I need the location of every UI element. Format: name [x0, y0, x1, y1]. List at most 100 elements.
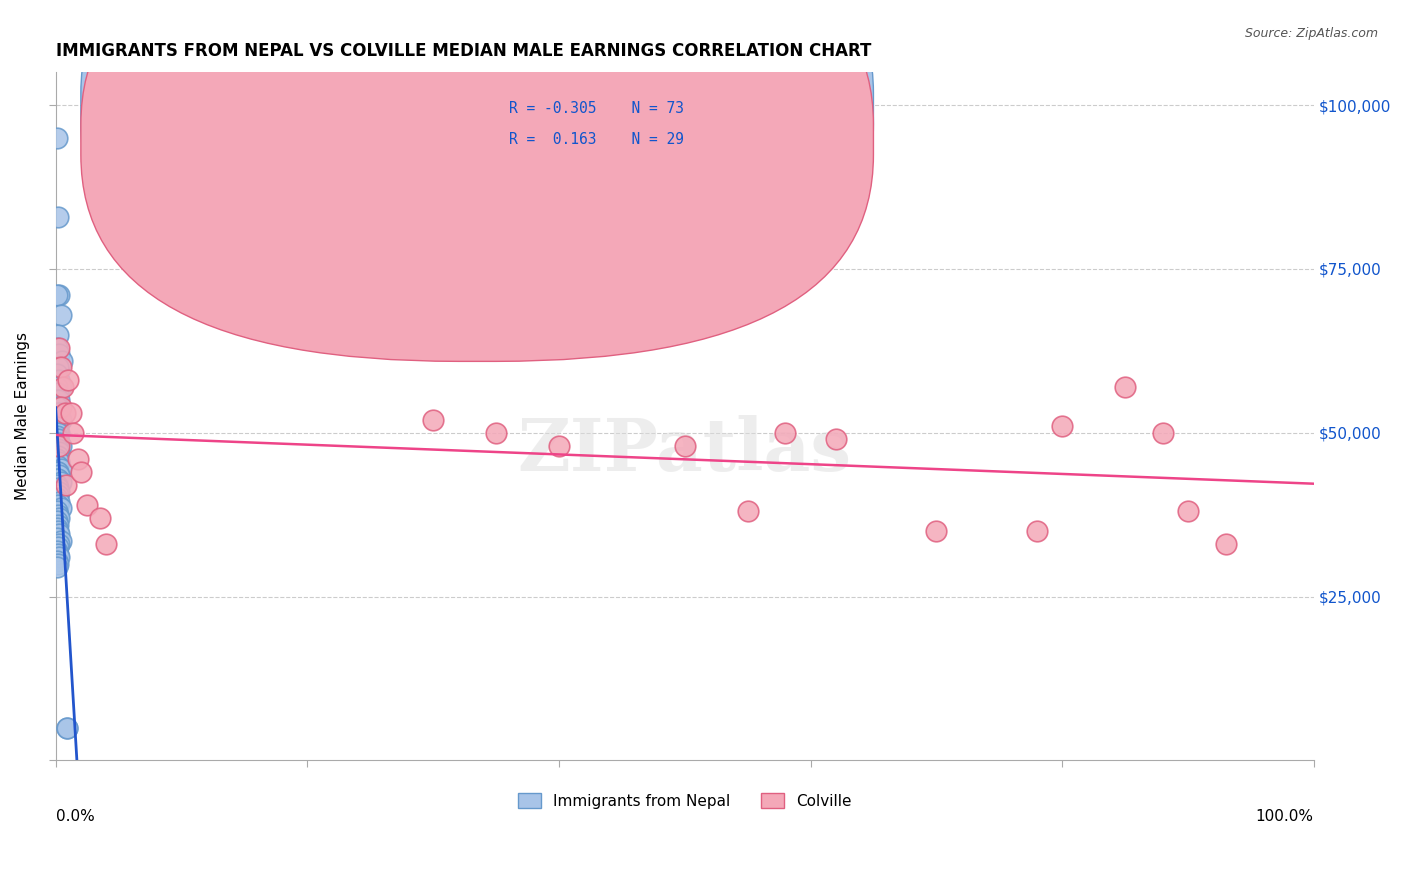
Point	[58, 373, 80, 387]
Point	[775, 425, 797, 440]
Point	[49, 413, 72, 427]
Point	[46, 360, 69, 375]
Point	[46, 367, 69, 381]
Point	[46, 547, 69, 561]
Point	[46, 557, 69, 571]
Point	[46, 452, 69, 467]
Point	[46, 508, 69, 522]
Point	[49, 501, 72, 516]
Point	[46, 131, 69, 145]
Point	[46, 433, 69, 447]
Point	[485, 425, 508, 440]
Point	[46, 541, 69, 555]
Point	[48, 494, 70, 508]
Point	[46, 425, 69, 440]
Point	[1026, 524, 1049, 538]
Point	[48, 435, 70, 450]
Legend: Immigrants from Nepal, Colville: Immigrants from Nepal, Colville	[512, 787, 858, 814]
Point	[48, 373, 70, 387]
Point	[48, 341, 70, 355]
Point	[59, 406, 82, 420]
Point	[49, 308, 72, 322]
Point	[49, 400, 72, 414]
Point	[46, 472, 69, 486]
Point	[46, 400, 69, 414]
Point	[548, 439, 571, 453]
Point	[52, 380, 75, 394]
Point	[422, 413, 444, 427]
Point	[46, 392, 69, 407]
Text: ZIPatlas: ZIPatlas	[517, 416, 852, 486]
Point	[48, 406, 70, 420]
Point	[1215, 537, 1237, 551]
Point	[51, 353, 73, 368]
Text: IMMIGRANTS FROM NEPAL VS COLVILLE MEDIAN MALE EARNINGS CORRELATION CHART: IMMIGRANTS FROM NEPAL VS COLVILLE MEDIAN…	[56, 42, 872, 60]
Point	[46, 400, 69, 414]
Point	[46, 439, 69, 453]
Point	[48, 484, 70, 499]
Point	[824, 433, 846, 447]
Point	[46, 543, 69, 558]
Point	[46, 458, 69, 473]
Point	[55, 478, 77, 492]
Point	[70, 465, 93, 479]
Point	[48, 439, 70, 453]
FancyBboxPatch shape	[82, 0, 873, 330]
Point	[925, 524, 948, 538]
Point	[48, 468, 70, 483]
Point	[48, 537, 70, 551]
Text: 0.0%: 0.0%	[56, 808, 94, 823]
Point	[49, 360, 72, 375]
Point	[46, 498, 69, 512]
Point	[46, 482, 69, 496]
Point	[737, 504, 759, 518]
Point	[53, 406, 76, 420]
Point	[48, 527, 70, 541]
Point	[49, 462, 72, 476]
Point	[48, 445, 70, 459]
Point	[46, 517, 69, 532]
Point	[46, 429, 69, 443]
Point	[46, 504, 69, 518]
Point	[46, 560, 69, 574]
Point	[46, 478, 69, 492]
Text: R = -0.305    N = 73: R = -0.305 N = 73	[509, 102, 683, 116]
Point	[46, 524, 69, 538]
Point	[46, 210, 69, 224]
Point	[49, 533, 72, 548]
Text: 100.0%: 100.0%	[1256, 808, 1313, 823]
Point	[48, 392, 70, 407]
Point	[49, 475, 72, 489]
Point	[49, 380, 72, 394]
Point	[46, 413, 69, 427]
Point	[46, 449, 69, 463]
Point	[48, 550, 70, 565]
Point	[56, 721, 79, 735]
Point	[48, 511, 70, 525]
Point	[48, 425, 70, 440]
Point	[1050, 419, 1073, 434]
FancyBboxPatch shape	[82, 0, 873, 361]
Point	[46, 386, 69, 401]
FancyBboxPatch shape	[427, 79, 804, 172]
Point	[46, 341, 69, 355]
Point	[46, 419, 69, 434]
Text: Source: ZipAtlas.com: Source: ZipAtlas.com	[1244, 27, 1378, 40]
Point	[1152, 425, 1174, 440]
Point	[48, 347, 70, 361]
Point	[56, 721, 79, 735]
Point	[673, 439, 696, 453]
Point	[67, 452, 90, 467]
Point	[1114, 380, 1136, 394]
Y-axis label: Median Male Earnings: Median Male Earnings	[15, 333, 30, 500]
Point	[46, 514, 69, 528]
Point	[1177, 504, 1199, 518]
Point	[46, 442, 69, 457]
Point	[48, 455, 70, 469]
Point	[46, 419, 69, 434]
Point	[49, 439, 72, 453]
Point	[46, 406, 69, 420]
Point	[46, 521, 69, 535]
Point	[46, 465, 69, 479]
Point	[46, 553, 69, 567]
